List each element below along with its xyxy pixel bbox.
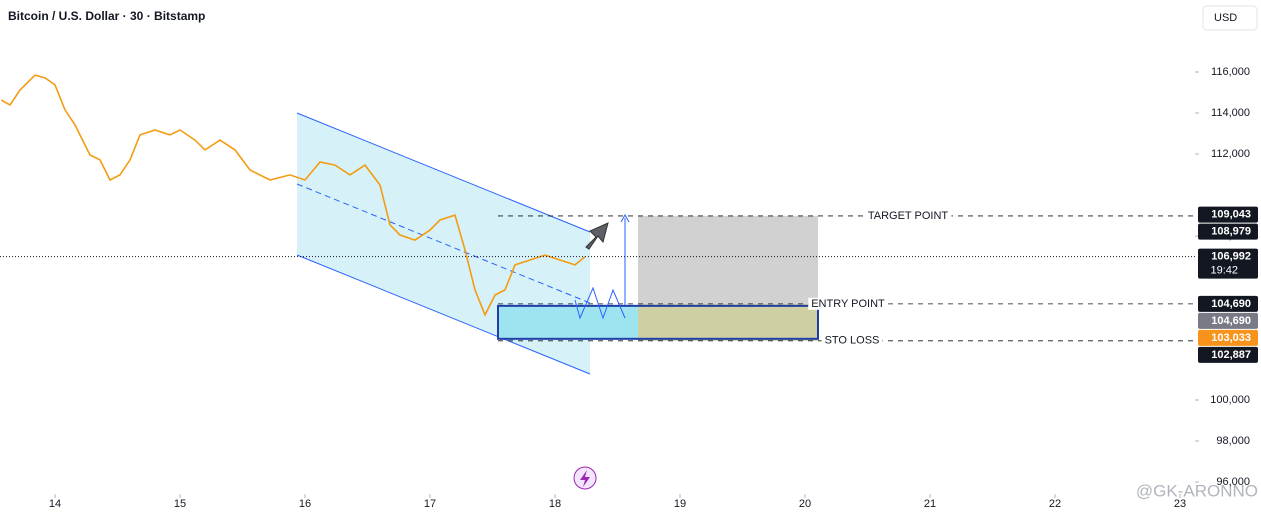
channel-mid [296, 183, 591, 304]
x-tick-label: 21 [924, 498, 936, 510]
currency[interactable]: USD [1214, 12, 1237, 24]
y-tick-label: 96,000 [1216, 476, 1250, 488]
x-tick-label: 23 [1174, 498, 1186, 510]
x-tick-label: 17 [424, 498, 436, 510]
x-tick-label: 14 [49, 498, 61, 510]
y-tick-label: 98,000 [1216, 435, 1250, 447]
y-tick-label: 112,000 [1211, 148, 1250, 160]
entry-zone [498, 305, 638, 339]
price-label: 104,690 [1211, 315, 1251, 327]
price-label: 104,690 [1211, 298, 1251, 310]
x-tick-label: 16 [299, 498, 311, 510]
price-label: 103,033 [1211, 332, 1251, 344]
y-tick-label: 116,000 [1211, 66, 1250, 78]
watermark: @GK-ARONNO [1136, 481, 1258, 500]
zigzag [574, 286, 626, 320]
level-name-bg [864, 209, 952, 222]
price-label-bg [1198, 329, 1258, 346]
price-label: 109,043 [1211, 209, 1251, 221]
price-label: 108,979 [1211, 226, 1251, 238]
levels: TARGET POINT ENTRY POINT STO LOSS [497, 209, 1195, 347]
stop-zone [638, 303, 818, 341]
level-name-bg [808, 297, 889, 310]
price-label: 106,992 [1211, 251, 1251, 263]
price-label-bg [1198, 206, 1258, 223]
level-name-bg [821, 334, 883, 347]
bolt [580, 470, 590, 487]
price-label-bg [1198, 223, 1258, 240]
level-name: ENTRY POINT [811, 298, 885, 310]
price-label-bg [1198, 312, 1258, 329]
y-tick-label: 114,000 [1211, 107, 1250, 119]
entry-frame [497, 304, 819, 340]
currency-button[interactable] [1202, 5, 1258, 31]
price-line [0, 74, 586, 317]
chart-title: Bitcoin / U.S. Dollar · 30 · Bitstamp [8, 9, 205, 23]
y-tick-label: 100,000 [1210, 394, 1250, 406]
target-zone [638, 215, 818, 304]
channel-bottom [296, 254, 591, 375]
target-arrow-head [620, 213, 630, 223]
x-tick-label: 19 [674, 498, 686, 510]
series [0, 74, 586, 317]
x-tick-label: 15 [174, 498, 186, 510]
level-name: TARGET POINT [868, 210, 949, 222]
price-label-bg [1198, 248, 1258, 279]
x-tick-label: 22 [1049, 498, 1061, 510]
price-label-bg [1198, 346, 1258, 363]
channel-top [296, 112, 591, 233]
price-label: 102,887 [1211, 349, 1251, 361]
x-tick-label: 20 [799, 498, 811, 510]
up-arrow [585, 222, 609, 250]
x-tick-label: 18 [549, 498, 561, 510]
level-name: STO LOSS [825, 335, 880, 347]
countdown: 19:42 [1210, 265, 1238, 277]
price-label-bg [1198, 295, 1258, 312]
